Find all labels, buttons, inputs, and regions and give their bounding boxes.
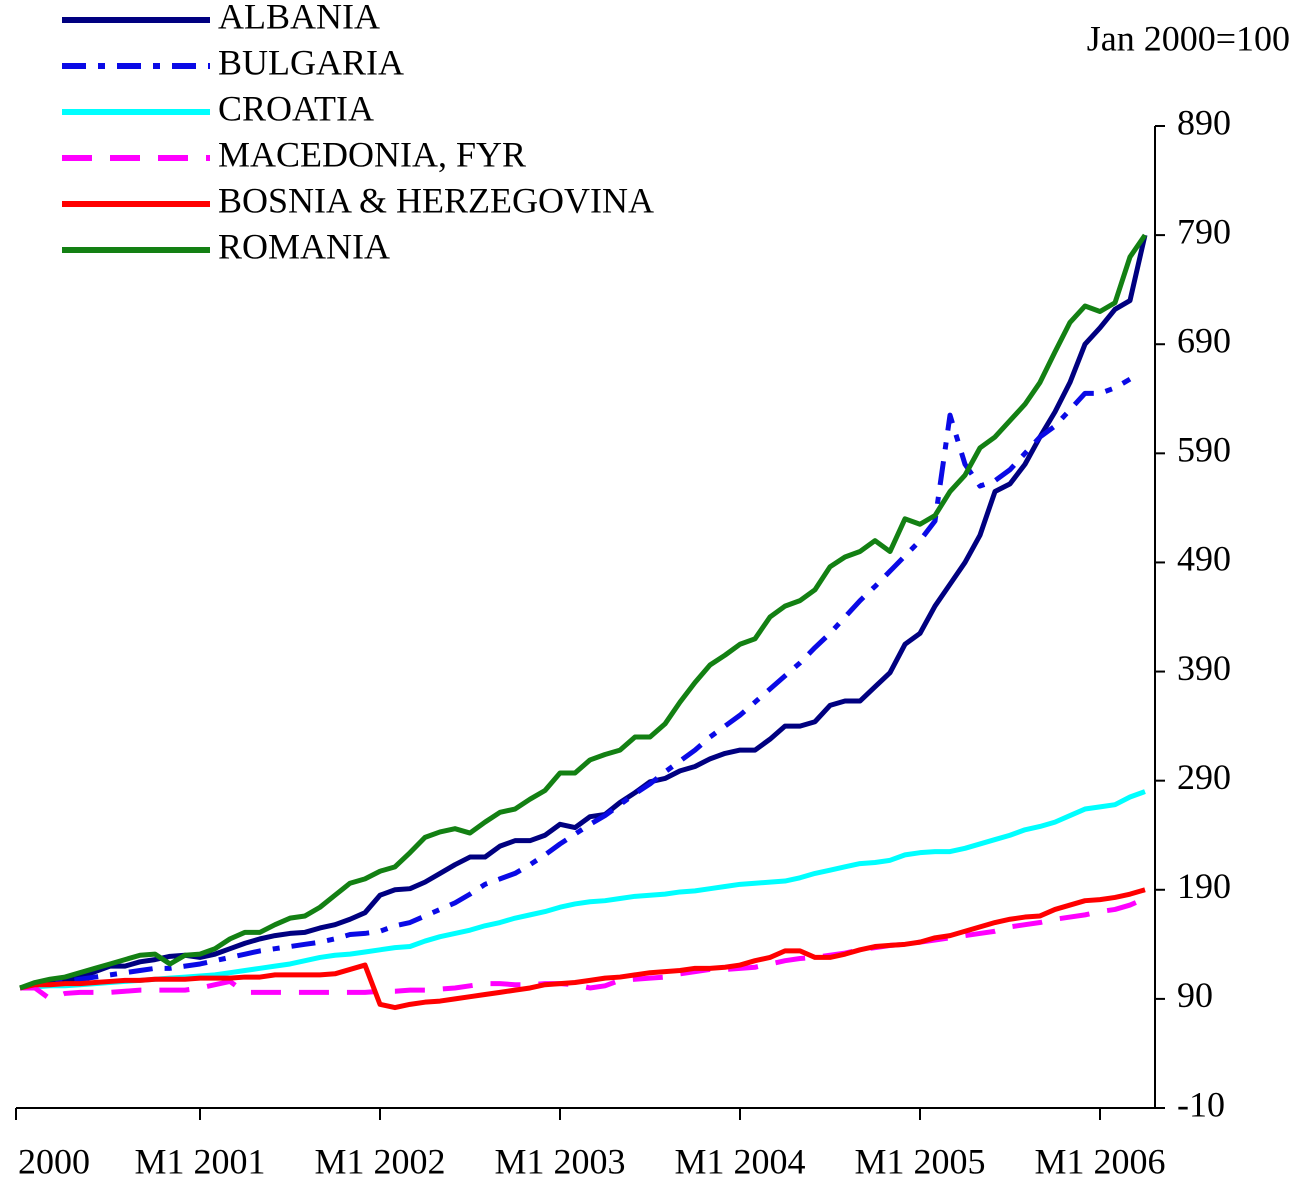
x-tick-label: M1 2001 [134, 1141, 265, 1181]
legend-label: BOSNIA & HERZEGOVINA [218, 180, 654, 220]
legend-label: MACEDONIA, FYR [218, 134, 526, 174]
series-line [19, 887, 1146, 1011]
legend-label: ALBANIA [218, 0, 380, 36]
x-tick-label: 2000 [18, 1141, 90, 1181]
y-tick-label: 790 [1177, 211, 1231, 251]
legend-label: CROATIA [218, 88, 374, 128]
x-tick-label: M1 2005 [854, 1141, 985, 1181]
series-line [19, 789, 1146, 991]
y-tick-label: -10 [1177, 1084, 1225, 1124]
y-tick-label: 690 [1177, 320, 1231, 360]
y-tick-label: 490 [1177, 539, 1231, 579]
y-tick-label: 390 [1177, 648, 1231, 688]
legend-label: ROMANIA [218, 226, 390, 266]
x-tick-label: M1 2004 [674, 1141, 805, 1181]
y-tick-label: 90 [1177, 975, 1213, 1015]
x-tick-label: M1 2006 [1034, 1141, 1165, 1181]
x-tick-label: M1 2003 [494, 1141, 625, 1181]
series-line [19, 233, 1148, 991]
series-line [19, 234, 1148, 991]
series-line [19, 376, 1132, 991]
y-tick-label: 890 [1177, 102, 1231, 142]
unit-note: Jan 2000=100 [1087, 18, 1290, 58]
y-tick-label: 590 [1177, 430, 1231, 470]
series-line [20, 896, 1146, 1002]
x-tick-label: M1 2002 [314, 1141, 445, 1181]
y-tick-label: 290 [1177, 757, 1231, 797]
legend-label: BULGARIA [218, 42, 404, 82]
y-tick-label: 190 [1177, 866, 1231, 906]
